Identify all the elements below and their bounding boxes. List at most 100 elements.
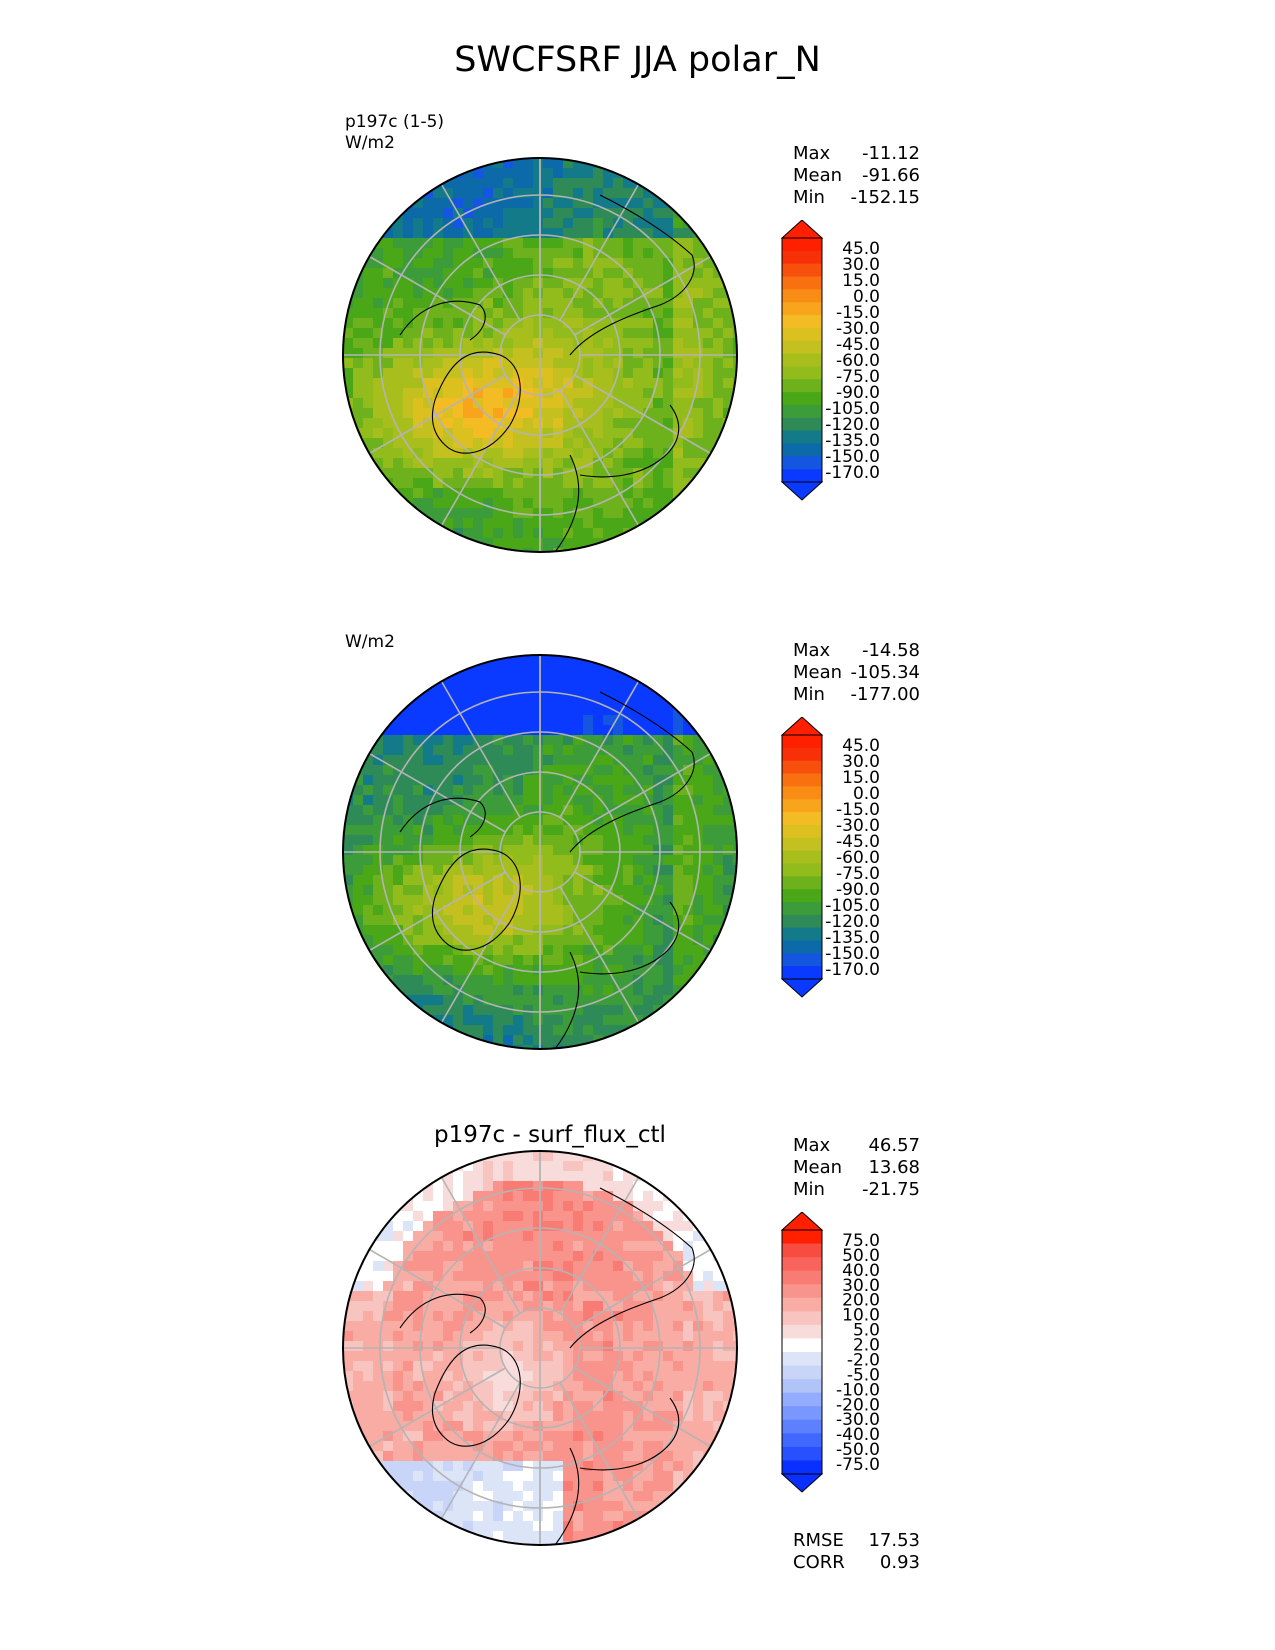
field-cell [433, 965, 444, 976]
field-cell [623, 328, 634, 339]
field-cell [633, 358, 644, 369]
field-cell [443, 725, 454, 736]
field-cell [413, 945, 424, 956]
field-cell [443, 1231, 454, 1242]
field-cell [483, 208, 494, 219]
field-cell [653, 975, 664, 986]
field-cell [493, 1511, 504, 1522]
field-cell [653, 735, 664, 746]
field-cell [633, 1251, 644, 1262]
field-cell [663, 1231, 674, 1242]
field-cell [433, 468, 444, 479]
field-cell [653, 775, 664, 786]
field-cell [673, 975, 684, 986]
field-cell [343, 1411, 354, 1422]
field-cell [363, 835, 374, 846]
field-cell [563, 795, 574, 806]
field-cell [383, 308, 394, 319]
field-cell [523, 318, 534, 329]
field-cell [463, 875, 474, 886]
field-cell [493, 318, 504, 329]
colorbar-extend-min [780, 978, 824, 998]
field-cell [593, 905, 604, 916]
field-cell [633, 1351, 644, 1362]
field-cell [593, 188, 604, 199]
field-cell [433, 478, 444, 489]
field-cell [513, 1351, 524, 1362]
field-cell [453, 498, 464, 509]
field-cell [443, 935, 454, 946]
field-cell [683, 498, 694, 509]
field-cell [703, 1391, 714, 1402]
field-cell [463, 695, 474, 706]
field-cell [453, 348, 464, 359]
field-cell [633, 1481, 644, 1492]
field-cell [463, 238, 474, 249]
field-cell [553, 695, 564, 706]
field-cell [663, 895, 674, 906]
meridian-line [368, 752, 506, 833]
field-cell [403, 1411, 414, 1422]
field-cell [513, 158, 524, 169]
field-cell [423, 995, 434, 1006]
field-cell [563, 715, 574, 726]
field-cell [523, 228, 534, 239]
field-cell [663, 1211, 674, 1222]
field-cell [443, 1401, 454, 1412]
field-cell [473, 885, 484, 896]
field-cell [503, 1005, 514, 1016]
field-cell [673, 358, 684, 369]
colorbar-tick-label: -10.0 [836, 1380, 880, 1400]
field-cell [513, 935, 524, 946]
field-cell [593, 398, 604, 409]
field-cell [723, 1421, 734, 1432]
field-cell [423, 1211, 434, 1222]
field-cell [403, 835, 414, 846]
field-cell [683, 845, 694, 856]
field-cell [663, 1331, 674, 1342]
field-cell [573, 1251, 584, 1262]
field-cell [593, 825, 604, 836]
field-cell [643, 198, 654, 209]
field-cell [553, 198, 564, 209]
field-cell [593, 1511, 604, 1522]
field-cell [733, 795, 737, 806]
field-cell [663, 1251, 674, 1262]
field-cell [593, 1015, 604, 1026]
field-cell [583, 1431, 594, 1442]
field-cell [383, 855, 394, 866]
field-cell [603, 1411, 614, 1422]
field-cell [663, 955, 674, 966]
field-cell [663, 1201, 674, 1212]
field-cell [393, 865, 404, 876]
field-cell [553, 825, 564, 836]
field-cell [733, 1341, 737, 1352]
field-cell [493, 1211, 504, 1222]
field-cell [503, 1441, 514, 1452]
field-cell [693, 715, 704, 726]
field-cell [453, 518, 464, 529]
field-cell [683, 1321, 694, 1332]
field-cell [523, 268, 534, 279]
field-cell [473, 685, 484, 696]
colorbar-segment [782, 340, 822, 355]
field-cell [473, 1311, 484, 1322]
field-cell [463, 955, 474, 966]
field-cell [603, 218, 614, 229]
field-cell [553, 348, 564, 359]
field-cell [623, 875, 634, 886]
field-cell [383, 955, 394, 966]
field-cell [423, 488, 434, 499]
field-cell [513, 835, 524, 846]
stat-max: Max 46.57 [793, 1135, 920, 1156]
field-cell [503, 775, 514, 786]
field-cell [513, 1311, 524, 1322]
field-cell [703, 765, 714, 776]
field-cell [373, 1271, 384, 1282]
field-cell [413, 518, 424, 529]
field-cell [553, 1281, 564, 1292]
field-cell [523, 308, 534, 319]
field-cell [613, 538, 624, 549]
field-cell [663, 208, 674, 219]
field-cell [693, 338, 704, 349]
